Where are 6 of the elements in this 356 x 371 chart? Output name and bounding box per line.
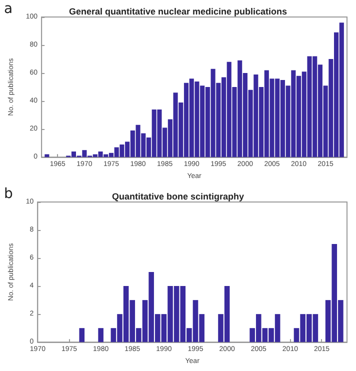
text: b (4, 186, 13, 202)
chart-title: General quantitative nuclear medicine publications (68, 6, 288, 16)
chart-title: Quantitative bone scintigraphy (112, 192, 244, 202)
bar (79, 328, 85, 342)
bar (98, 328, 104, 342)
text: a (4, 1, 13, 17)
